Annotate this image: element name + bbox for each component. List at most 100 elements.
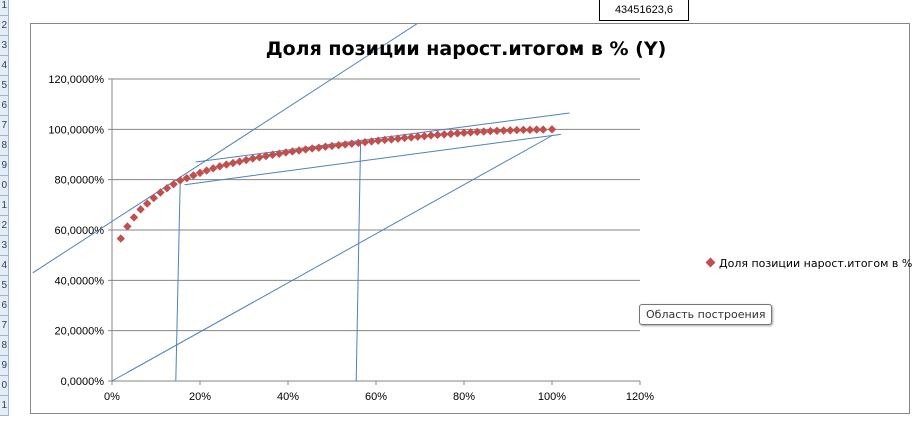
data-point[interactable] (222, 160, 231, 169)
data-point[interactable] (519, 125, 528, 135)
data-point[interactable] (479, 127, 488, 136)
data-point[interactable] (466, 128, 475, 137)
trend-line[interactable] (195, 112, 570, 163)
data-point[interactable] (473, 127, 482, 137)
trend-line[interactable] (32, 24, 429, 274)
data-point[interactable] (228, 158, 238, 168)
row-header[interactable]: 7 (0, 116, 9, 136)
data-point[interactable] (380, 135, 389, 145)
data-point[interactable] (149, 193, 158, 203)
data-point[interactable] (242, 155, 251, 165)
data-point[interactable] (314, 143, 323, 152)
data-point[interactable] (400, 133, 409, 143)
row-header[interactable]: 6 (0, 96, 9, 116)
data-point[interactable] (407, 133, 416, 142)
data-point[interactable] (360, 137, 370, 147)
row-header[interactable]: 2 (0, 216, 9, 236)
data-point[interactable] (169, 179, 178, 189)
data-point[interactable] (413, 132, 422, 141)
data-point[interactable] (136, 205, 145, 214)
data-point[interactable] (453, 129, 462, 138)
data-point[interactable] (506, 126, 515, 135)
data-point[interactable] (367, 137, 376, 146)
data-point[interactable] (215, 162, 224, 171)
data-point[interactable] (308, 144, 317, 153)
trend-line[interactable] (355, 141, 362, 382)
data-point[interactable] (294, 146, 304, 155)
data-point[interactable] (209, 164, 218, 173)
cell-value[interactable]: 43451623,6 (599, 0, 689, 21)
data-point[interactable] (420, 131, 429, 141)
data-point[interactable] (334, 140, 343, 150)
chart-title[interactable]: Доля позиции нарост.итогом в % (Y) (265, 38, 667, 60)
row-header[interactable]: 5 (0, 76, 9, 96)
data-point[interactable] (499, 126, 508, 135)
data-point[interactable] (301, 145, 310, 154)
data-point[interactable] (539, 125, 548, 134)
trend-line[interactable] (111, 135, 553, 382)
row-header[interactable]: 5 (0, 276, 9, 296)
data-point[interactable] (347, 139, 356, 148)
data-point[interactable] (281, 148, 290, 157)
row-header[interactable]: 0 (0, 176, 9, 196)
data-point[interactable] (195, 168, 205, 178)
data-point[interactable] (162, 184, 172, 193)
data-point[interactable] (327, 141, 337, 151)
row-header[interactable]: 4 (0, 256, 9, 276)
row-header[interactable]: 3 (0, 236, 9, 256)
data-point[interactable] (123, 222, 132, 231)
chart-plot-svg[interactable]: 0,0000%20,0000%40,0000%60,0000%80,0000%1… (31, 24, 911, 415)
data-point[interactable] (426, 131, 436, 140)
data-point[interactable] (129, 213, 139, 222)
y-tick-label: 20,0000% (54, 326, 104, 338)
row-header[interactable]: 7 (0, 316, 9, 336)
data-point[interactable] (261, 151, 271, 161)
row-header[interactable]: 2 (0, 16, 9, 36)
data-point[interactable] (387, 135, 396, 144)
data-point[interactable] (288, 147, 297, 156)
row-header[interactable]: 3 (0, 36, 9, 56)
chart-area[interactable]: 0,0000% 20,0000% 40,0000% 60,0000% 80,0000% 1… (30, 23, 913, 415)
data-point[interactable] (202, 166, 211, 175)
row-header[interactable]: 9 (0, 156, 9, 176)
data-point[interactable] (433, 130, 442, 140)
data-point[interactable] (532, 125, 541, 134)
row-header[interactable]: 8 (0, 136, 9, 156)
data-point[interactable] (248, 154, 257, 163)
row-header[interactable]: 6 (0, 296, 9, 316)
row-header[interactable]: 9 (0, 356, 9, 376)
data-point[interactable] (116, 234, 125, 243)
data-point[interactable] (182, 173, 191, 183)
data-point[interactable] (189, 171, 198, 180)
data-point[interactable] (321, 142, 330, 151)
trend-line[interactable] (184, 133, 561, 186)
data-point[interactable] (176, 176, 185, 185)
row-header[interactable]: 8 (0, 336, 9, 356)
data-point[interactable] (156, 188, 165, 197)
y-tick-label: 80,0000% (54, 175, 104, 187)
data-point[interactable] (440, 130, 449, 139)
data-point[interactable] (547, 125, 557, 134)
row-header[interactable]: 1 (0, 196, 9, 216)
row-header[interactable]: 4 (0, 56, 9, 76)
data-point[interactable] (275, 149, 284, 158)
data-point[interactable] (525, 125, 535, 135)
legend[interactable]: Доля позиции нарост.итогом в % (Y) (705, 257, 913, 270)
data-point[interactable] (486, 126, 495, 136)
data-point[interactable] (492, 126, 502, 136)
data-point[interactable] (341, 140, 350, 149)
data-point[interactable] (459, 128, 469, 138)
data-point[interactable] (374, 136, 383, 145)
data-point[interactable] (235, 157, 244, 166)
row-header[interactable]: 0 (0, 376, 9, 396)
legend-label: Доля позиции нарост.итогом в % (Y) (719, 257, 913, 270)
row-header[interactable]: 1 (0, 0, 9, 16)
data-point[interactable] (143, 199, 152, 208)
data-point[interactable] (268, 150, 277, 159)
data-point[interactable] (393, 134, 403, 143)
data-point[interactable] (446, 129, 455, 139)
row-header[interactable]: 1 (0, 396, 9, 416)
data-point[interactable] (354, 138, 363, 148)
trend-line[interactable] (175, 182, 181, 382)
